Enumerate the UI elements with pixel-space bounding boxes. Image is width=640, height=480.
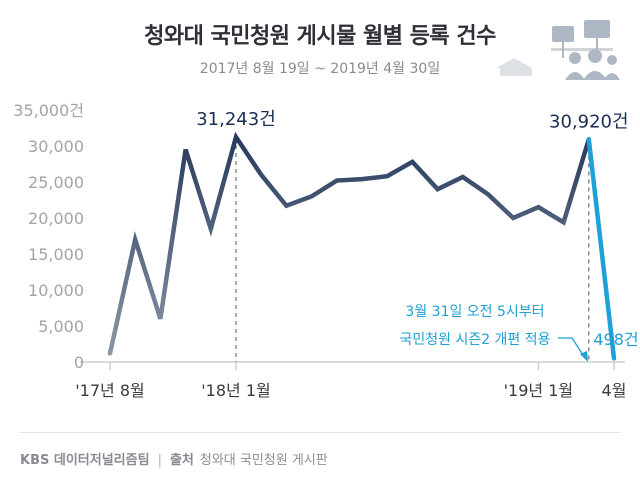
data-label: 30,920건: [549, 111, 629, 132]
series-line-segment-highlight: [586, 137, 617, 361]
data-label: 498건: [593, 330, 638, 349]
footer-source: 청와대 국민청원 게시판: [199, 453, 328, 468]
y-tick-label: 10,000: [28, 281, 84, 300]
x-tick-label: 4월: [602, 381, 627, 400]
callout-line-1: 3월 31일 오전 5시부터: [405, 304, 544, 320]
y-tick-label: 35,000건: [13, 101, 84, 120]
footer-brand: KBS 데이터저널리즘팀: [20, 453, 150, 468]
callout-leader: [558, 337, 586, 359]
y-tick-label: 15,000: [28, 245, 84, 264]
callout-arrowhead: [580, 351, 588, 362]
x-tick-label: '18년 1월: [201, 381, 270, 400]
illustration-icon: [496, 20, 620, 80]
footer-divider: [20, 432, 620, 433]
x-tick-label: '19년 1월: [504, 381, 573, 400]
x-tick-label: '17년 8월: [75, 381, 144, 400]
y-tick-label: 0: [74, 353, 84, 372]
line-chart: 0 5,000 10,000 15,000 20,000 25,000 30,000 35,0…: [13, 20, 639, 400]
series-line: [107, 131, 592, 356]
y-tick-label: 30,000: [28, 137, 84, 156]
footer: KBS 데이터저널리즘팀 | 출처 청와대 국민청원 게시판: [20, 449, 328, 468]
data-label: 31,243건: [196, 109, 276, 130]
y-tick-label: 5,000: [38, 317, 84, 336]
footer-source-label: 출처: [169, 453, 194, 468]
footer-separator: |: [157, 453, 162, 468]
y-tick-label: 20,000: [28, 209, 84, 228]
chart-subtitle: 2017년 8월 19일 ~ 2019년 4월 30일: [199, 61, 441, 77]
chart-title: 청와대 국민청원 게시물 월별 등록 건수: [144, 24, 496, 49]
callout-line-2: 국민청원 시즌2 개편 적용: [399, 332, 550, 348]
y-tick-label: 25,000: [28, 173, 84, 192]
